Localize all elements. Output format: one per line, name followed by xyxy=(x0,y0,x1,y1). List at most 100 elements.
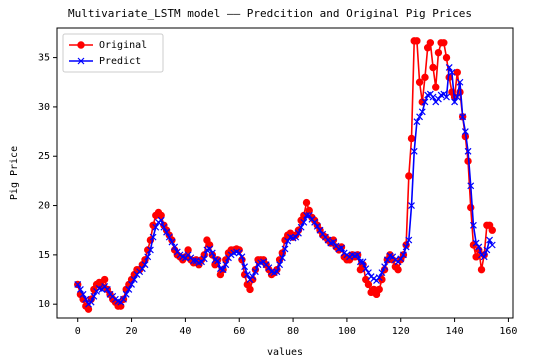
marker xyxy=(208,249,216,257)
marker xyxy=(206,245,214,253)
y-tick-label: 10 xyxy=(38,299,50,310)
marker xyxy=(451,98,459,106)
marker xyxy=(214,257,222,265)
marker xyxy=(426,39,435,47)
marker xyxy=(472,253,480,261)
marker xyxy=(440,39,448,47)
marker xyxy=(311,218,319,226)
marker xyxy=(84,305,93,313)
marker xyxy=(103,285,111,293)
marker xyxy=(375,285,383,294)
x-tick-label: 120 xyxy=(392,326,410,337)
marker xyxy=(413,118,421,126)
marker xyxy=(125,285,133,293)
marker xyxy=(241,263,249,271)
marker xyxy=(146,246,154,254)
marker xyxy=(405,172,413,180)
y-tick-label: 30 xyxy=(38,102,50,113)
marker xyxy=(429,63,437,72)
marker xyxy=(152,223,160,231)
marker xyxy=(305,211,313,219)
marker xyxy=(238,253,246,261)
marker xyxy=(82,295,90,303)
y-tick-label: 25 xyxy=(38,151,50,162)
marker xyxy=(413,37,421,45)
marker xyxy=(297,223,305,231)
marker xyxy=(470,221,477,229)
x-tick-label: 0 xyxy=(75,326,81,337)
x-tick-label: 80 xyxy=(287,326,299,337)
marker xyxy=(163,228,170,236)
marker xyxy=(144,253,152,261)
marker xyxy=(365,269,372,277)
marker xyxy=(157,211,165,220)
marker xyxy=(432,83,440,91)
x-tick-label: 20 xyxy=(126,326,138,337)
marker xyxy=(418,108,426,116)
marker xyxy=(338,244,345,252)
x-tick-label: 160 xyxy=(499,326,517,337)
y-tick-label: 15 xyxy=(38,250,50,261)
marker xyxy=(459,113,467,121)
marker xyxy=(276,261,284,269)
x-tick-label: 40 xyxy=(179,326,191,337)
marker xyxy=(235,249,243,257)
marker xyxy=(284,237,292,245)
marker xyxy=(316,226,324,234)
marker xyxy=(453,68,461,77)
x-tick-label: 100 xyxy=(338,326,356,337)
y-tick-label: 20 xyxy=(38,201,50,212)
marker xyxy=(421,98,429,106)
y-tick-label: 35 xyxy=(38,53,50,64)
marker xyxy=(378,269,386,277)
marker xyxy=(434,48,443,57)
marker xyxy=(300,218,308,226)
chart-title: Multivariate_LSTM model —— Predcition an… xyxy=(68,7,472,20)
marker xyxy=(442,53,451,62)
marker xyxy=(421,73,429,82)
marker xyxy=(281,245,289,253)
marker xyxy=(477,265,486,274)
marker xyxy=(243,271,251,279)
marker xyxy=(445,64,453,71)
marker xyxy=(354,251,362,259)
marker xyxy=(429,93,437,101)
marker xyxy=(273,268,281,276)
marker xyxy=(249,273,257,280)
marker xyxy=(292,233,300,241)
marker xyxy=(330,238,337,246)
marker xyxy=(416,113,424,121)
marker xyxy=(397,255,405,263)
marker xyxy=(453,93,461,101)
marker xyxy=(278,254,286,262)
marker xyxy=(359,258,367,266)
marker xyxy=(472,239,480,247)
marker xyxy=(120,295,127,303)
marker xyxy=(394,265,402,274)
marker xyxy=(246,285,254,294)
x-axis-label: values xyxy=(267,347,303,358)
marker xyxy=(219,266,227,274)
marker xyxy=(122,290,130,298)
marker xyxy=(313,222,321,230)
marker xyxy=(488,241,496,249)
marker xyxy=(381,263,389,271)
marker xyxy=(456,78,464,86)
y-axis-label: Pig Price xyxy=(9,146,20,200)
marker xyxy=(251,268,259,276)
marker xyxy=(415,78,424,86)
marker xyxy=(165,233,173,241)
x-tick-label: 60 xyxy=(233,326,245,337)
marker xyxy=(265,264,273,272)
marker xyxy=(467,182,475,190)
marker xyxy=(461,128,469,135)
marker xyxy=(400,251,407,259)
marker xyxy=(87,298,95,306)
marker xyxy=(480,253,488,261)
marker xyxy=(222,261,230,269)
marker xyxy=(184,246,192,254)
marker xyxy=(141,261,149,269)
marker xyxy=(305,206,313,215)
marker xyxy=(302,198,311,207)
